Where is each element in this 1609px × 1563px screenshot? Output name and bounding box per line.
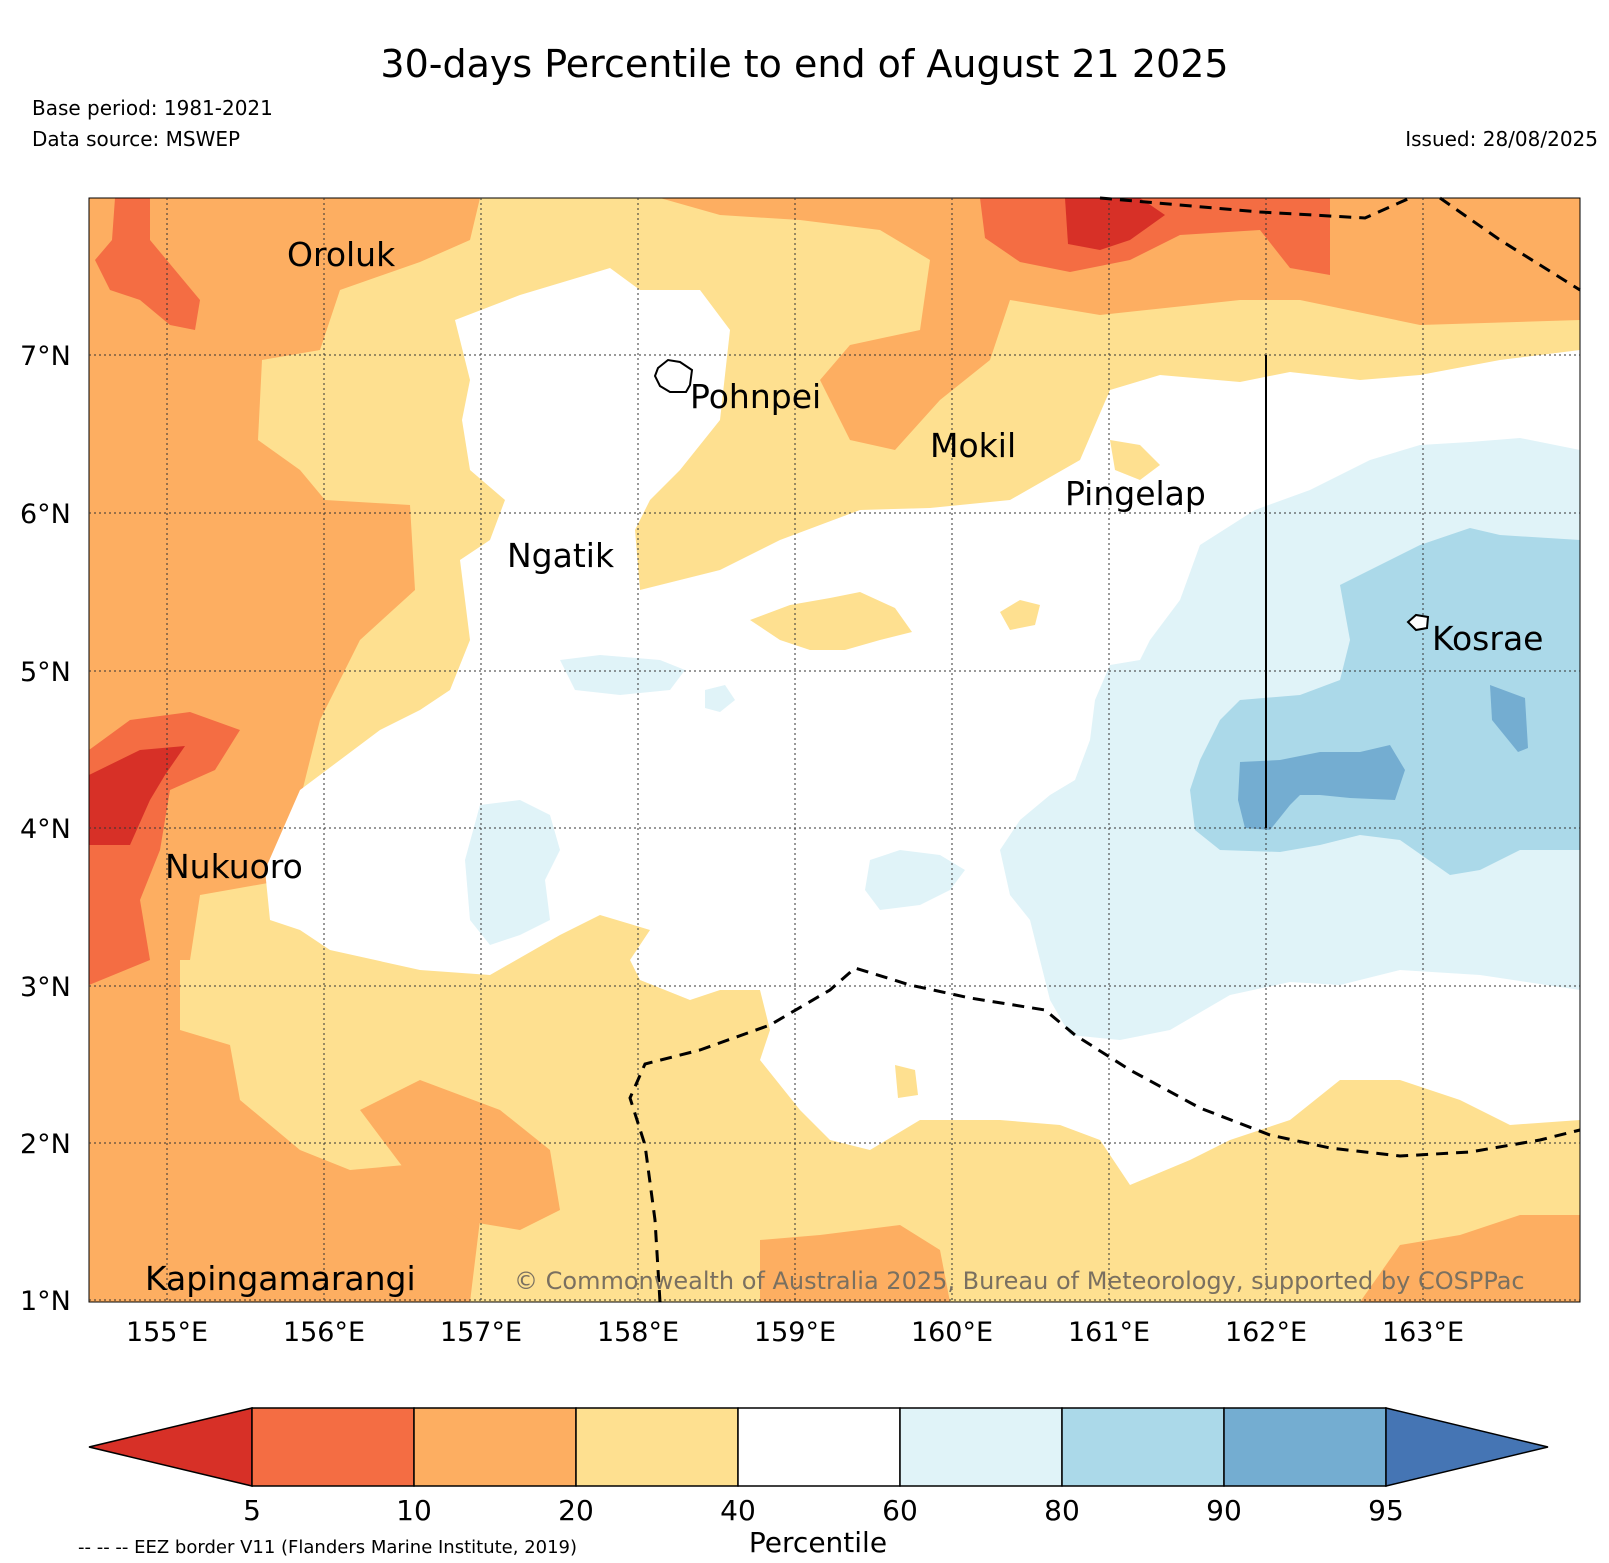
colorbar-segment: [737, 1407, 901, 1487]
lon-tick: 157°E: [440, 1317, 522, 1348]
band-60-80-blob-a: [465, 800, 560, 945]
issued-date: Issued: 28/08/2025: [1405, 127, 1598, 151]
band-below-5-west: [89, 746, 185, 845]
colorbar-tick: 10: [396, 1494, 432, 1527]
band-90-95-b: [1490, 685, 1528, 752]
colorbar-label: Percentile: [749, 1526, 887, 1559]
eez-borders: [628, 196, 1581, 1303]
band-60-80-blob-b: [560, 655, 685, 695]
lon-tick: 161°E: [1068, 1317, 1150, 1348]
map-title: 30-days Percentile to end of August 21 2…: [380, 42, 1229, 86]
base-period: Base period: 1981-2021: [32, 96, 273, 120]
pohnpei-island: [653, 358, 694, 393]
place-pohnpei: Pohnpei: [690, 377, 821, 416]
colorbar-segment: [1385, 1407, 1549, 1487]
place-ngatik: Ngatik: [507, 536, 615, 575]
band-20-40-island-a: [750, 592, 912, 650]
place-kapingamarangi: Kapingamarangi: [145, 1259, 416, 1298]
lat-tick: 4°N: [20, 814, 71, 845]
map-frame: [88, 197, 1581, 1303]
eez-note: -- -- -- EEZ border V11 (Flanders Marine…: [78, 1537, 577, 1558]
lat-tick: 7°N: [20, 341, 71, 372]
band-10-20-southeast: [1360, 1215, 1580, 1302]
colorbar-segment: [899, 1407, 1063, 1487]
band-20-40-island-b: [1000, 600, 1040, 630]
colorbar-segment: [88, 1407, 253, 1487]
band-10-20-southcentral: [360, 1080, 560, 1230]
lon-tick: 162°E: [1225, 1317, 1307, 1348]
lon-tick: 156°E: [283, 1317, 365, 1348]
place-nukuoro: Nukuoro: [165, 847, 303, 886]
lon-tick: 159°E: [754, 1317, 836, 1348]
colorbar-tick: 60: [882, 1494, 918, 1527]
colorbar-segment: [413, 1407, 577, 1487]
lon-tick: 163°E: [1382, 1317, 1464, 1348]
lon-tick: 160°E: [911, 1317, 993, 1348]
percentile-field: [89, 198, 1580, 1302]
band-below-5-north: [1065, 198, 1165, 250]
lat-tick: 6°N: [20, 499, 71, 530]
data-source: Data source: MSWEP: [32, 127, 241, 151]
band-5-10-northwest: [95, 198, 200, 330]
colorbar-segment: [1061, 1407, 1225, 1487]
colorbar-tick: 20: [558, 1494, 594, 1527]
colorbar-segment: [575, 1407, 739, 1487]
colorbar: 5 10 20 40 60 80 90 95 Percentile: [88, 1407, 1549, 1559]
band-10-20-southwest: [89, 950, 480, 1302]
band-10-20-north: [660, 198, 1580, 450]
band-90-95-a: [1238, 745, 1405, 830]
copyright-notice: © Commonwealth of Australia 2025, Bureau…: [514, 1267, 1525, 1295]
colorbar-tick: 5: [243, 1494, 261, 1527]
lat-tick: 2°N: [20, 1129, 71, 1160]
band-60-80-blob-c: [865, 850, 965, 910]
kosrae-island: [1406, 613, 1430, 632]
colorbar-tick: 95: [1368, 1494, 1404, 1527]
place-oroluk: Oroluk: [287, 235, 396, 274]
colorbar-tick: 90: [1206, 1494, 1242, 1527]
lat-tick: 3°N: [20, 972, 71, 1003]
place-pingelap: Pingelap: [1065, 474, 1206, 513]
lat-tick: 5°N: [20, 657, 71, 688]
band-20-40-island-c: [1110, 440, 1160, 480]
colorbar-tick: 40: [720, 1494, 756, 1527]
lon-tick: 158°E: [597, 1317, 679, 1348]
colorbar-segment: [251, 1407, 415, 1487]
band-10-20-southmid: [760, 1225, 950, 1302]
lon-tick: 155°E: [126, 1317, 208, 1348]
place-mokil: Mokil: [930, 426, 1016, 465]
colorbar-segment: [1223, 1407, 1387, 1487]
place-kosrae: Kosrae: [1432, 619, 1543, 658]
colorbar-tick: 80: [1044, 1494, 1080, 1527]
band-60-80-blob-d: [705, 685, 735, 712]
lat-tick: 1°N: [20, 1286, 71, 1317]
band-20-40-island-d: [895, 1065, 918, 1098]
